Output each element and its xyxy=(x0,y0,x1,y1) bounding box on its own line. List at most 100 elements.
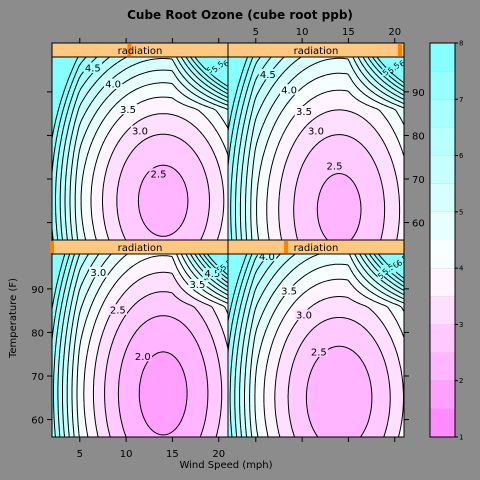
heat-cell xyxy=(182,104,185,108)
heat-cell xyxy=(174,94,177,98)
heat-cell xyxy=(74,84,77,88)
heat-cell xyxy=(92,94,95,98)
heat-cell xyxy=(158,110,161,114)
heat-cell xyxy=(164,96,167,100)
heat-cell xyxy=(144,72,147,76)
heat-cell xyxy=(134,142,137,146)
heat-cell xyxy=(114,108,117,112)
heat-cell xyxy=(120,154,123,158)
heat-cell xyxy=(74,106,77,110)
heat-cell xyxy=(94,104,97,108)
heat-cell xyxy=(196,114,199,118)
heat-cell xyxy=(114,126,117,130)
heat-cell xyxy=(172,106,175,110)
heat-cell xyxy=(154,110,157,114)
heat-cell xyxy=(92,120,95,124)
heat-cell xyxy=(174,130,177,134)
heat-cell xyxy=(226,136,228,140)
heat-cell xyxy=(72,112,75,116)
heat-cell xyxy=(116,122,119,126)
heat-cell xyxy=(72,124,75,128)
heat-cell xyxy=(70,128,73,132)
heat-cell xyxy=(190,112,193,116)
heat-cell xyxy=(152,146,155,150)
heat-cell xyxy=(188,84,191,88)
heat-cell xyxy=(86,94,89,98)
heat-cell xyxy=(212,98,215,102)
heat-cell xyxy=(206,76,209,80)
heat-cell xyxy=(168,120,171,124)
heat-cell xyxy=(82,142,85,146)
heat-cell xyxy=(124,72,127,76)
heat-cell xyxy=(138,154,141,158)
heat-cell xyxy=(182,154,185,158)
heat-cell xyxy=(54,78,57,82)
heat-cell xyxy=(72,140,75,144)
heat-cell xyxy=(212,82,215,86)
heat-cell xyxy=(166,138,169,142)
heat-cell xyxy=(158,118,161,122)
heat-cell xyxy=(166,128,169,132)
heat-cell xyxy=(90,98,93,102)
heat-cell xyxy=(202,90,205,94)
heat-cell xyxy=(74,148,77,152)
heat-cell xyxy=(158,70,161,74)
heat-cell xyxy=(134,68,137,72)
heat-cell xyxy=(216,76,219,80)
heat-cell xyxy=(114,114,117,118)
heat-cell xyxy=(54,128,57,132)
heat-cell xyxy=(168,152,171,156)
heat-cell xyxy=(224,110,227,114)
heat-cell xyxy=(132,116,135,120)
heat-cell xyxy=(144,118,147,122)
heat-cell xyxy=(222,112,225,116)
heat-cell xyxy=(216,162,219,166)
heat-cell xyxy=(218,122,221,126)
heat-cell xyxy=(126,134,129,138)
heat-cell xyxy=(144,114,147,118)
heat-cell xyxy=(108,72,111,76)
heat-cell xyxy=(130,118,133,122)
heat-cell xyxy=(212,104,215,108)
heat-cell xyxy=(212,106,215,110)
heat-cell xyxy=(224,156,227,160)
heat-cell xyxy=(102,128,105,132)
heat-cell xyxy=(144,168,147,171)
heat-cell xyxy=(204,88,207,92)
heat-cell xyxy=(166,110,169,114)
heat-cell xyxy=(138,156,141,160)
heat-cell xyxy=(206,122,209,126)
heat-cell xyxy=(72,142,75,146)
heat-cell xyxy=(70,58,73,62)
heat-cell xyxy=(206,104,209,108)
heat-cell xyxy=(100,142,103,146)
heat-cell xyxy=(222,150,225,154)
heat-cell xyxy=(214,148,217,152)
heat-cell xyxy=(174,146,177,150)
heat-cell xyxy=(198,136,201,140)
heat-cell xyxy=(130,80,133,84)
heat-cell xyxy=(104,156,107,160)
heat-cell xyxy=(182,130,185,134)
heat-cell xyxy=(186,74,189,78)
heat-cell xyxy=(146,150,149,154)
heat-cell xyxy=(72,146,75,150)
heat-cell xyxy=(104,88,107,92)
heat-cell xyxy=(66,126,69,130)
heat-cell xyxy=(100,102,103,106)
heat-cell xyxy=(174,100,177,104)
heat-cell xyxy=(168,128,171,132)
heat-cell xyxy=(102,68,105,72)
heat-cell xyxy=(162,164,165,167)
heat-cell xyxy=(220,98,223,102)
heat-cell xyxy=(128,124,131,128)
heat-cell xyxy=(196,126,199,130)
heat-cell xyxy=(62,57,65,60)
heat-cell xyxy=(106,160,109,164)
heat-cell xyxy=(128,60,131,64)
heat-cell xyxy=(208,148,211,152)
heat-cell xyxy=(156,150,159,154)
heat-cell xyxy=(202,124,205,128)
heat-cell xyxy=(102,158,105,162)
